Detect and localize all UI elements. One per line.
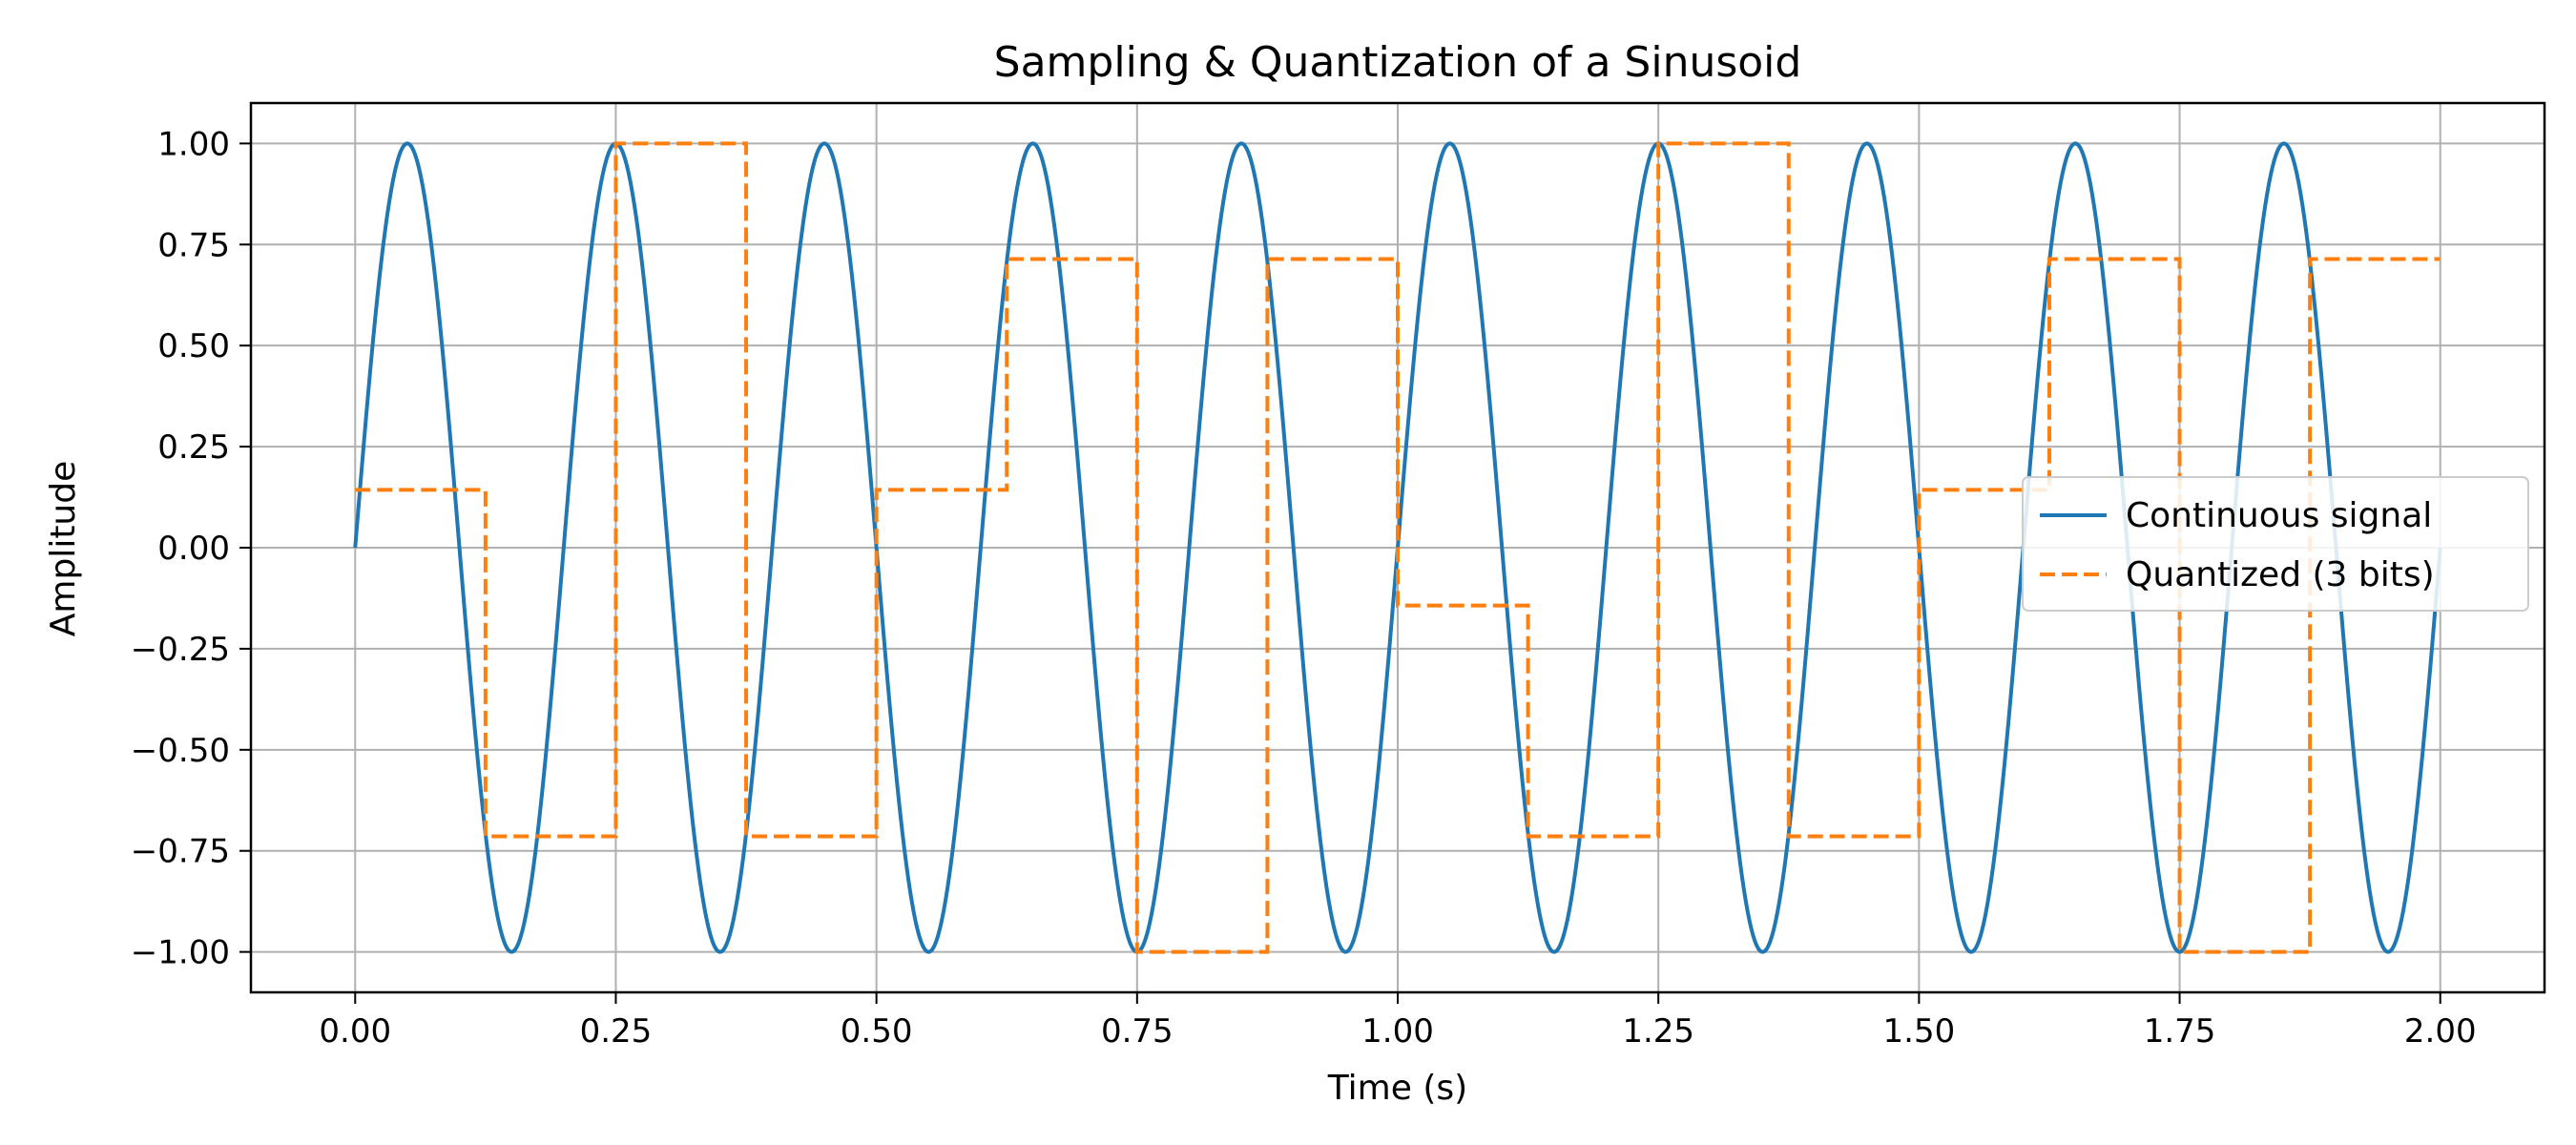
series-layer [353,141,2442,954]
y-tick-label: −0.50 [131,732,230,770]
y-axis-title: Amplitude [44,461,83,636]
x-tick-label: 1.50 [1883,1012,1956,1051]
legend-box [2022,476,2529,612]
legend: Continuous signal Quantized (3 bits) [2022,476,2529,612]
x-tick-label: 0.25 [580,1012,653,1051]
y-tick-label: −0.25 [131,631,230,669]
y-tick-label: 0.25 [157,428,230,467]
x-tick-label: 2.00 [2404,1012,2477,1051]
x-tick-label: 1.00 [1361,1012,1434,1051]
x-tick-label: 0.00 [319,1012,391,1051]
x-axis-title: Time (s) [1327,1069,1467,1108]
y-tick-label: 0.50 [157,327,230,365]
x-tick-label: 1.25 [1622,1012,1694,1051]
y-tick-label: −0.75 [131,833,230,871]
quantized-signal-line [355,141,2441,954]
y-tick-label: 0.00 [157,530,230,568]
y-tick-label: 0.75 [157,226,230,264]
y-tick-label: −1.00 [131,934,230,972]
y-tick-label: 1.00 [157,125,230,163]
chart-title: Sampling & Quantization of a Sinusoid [994,38,1802,87]
legend-label: Quantized (3 bits) [2126,555,2435,594]
x-tick-label: 1.75 [2144,1012,2216,1051]
ticks: 0.00 0.25 0.50 0.75 1.00 1.25 1.50 1.75 2.00 1.00… [131,125,2477,1051]
x-tick-label: 0.50 [841,1012,913,1051]
legend-label: Continuous signal [2126,496,2432,535]
x-tick-label: 0.75 [1101,1012,1174,1051]
